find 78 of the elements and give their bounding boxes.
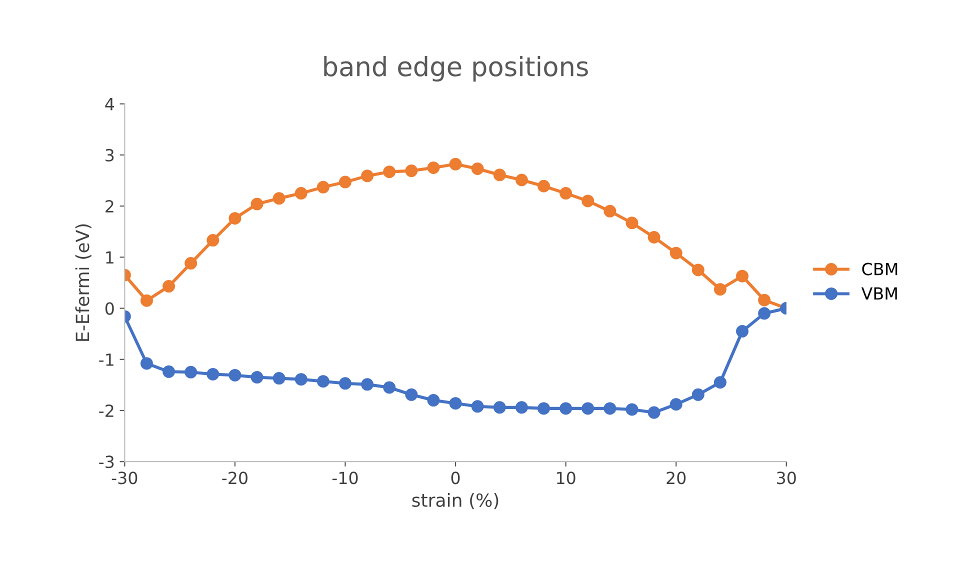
point bbox=[140, 294, 153, 307]
point bbox=[383, 166, 396, 178]
point bbox=[338, 176, 352, 188]
y-tick-label: -3 bbox=[99, 456, 114, 468]
x-tick-label: 20 bbox=[666, 472, 686, 484]
point bbox=[449, 397, 462, 410]
point bbox=[692, 264, 704, 276]
point bbox=[582, 402, 594, 415]
point bbox=[427, 394, 440, 407]
point bbox=[692, 388, 704, 401]
point bbox=[493, 168, 506, 182]
point bbox=[670, 246, 682, 260]
y-tick-label: 3 bbox=[106, 148, 114, 162]
point bbox=[714, 283, 726, 296]
y-tick-label: -2 bbox=[99, 404, 114, 417]
point bbox=[338, 377, 352, 390]
point bbox=[294, 187, 308, 200]
point bbox=[604, 204, 616, 218]
point bbox=[714, 376, 726, 389]
point bbox=[361, 378, 374, 391]
point bbox=[493, 401, 506, 414]
y-tick-label: 4 bbox=[105, 98, 114, 110]
point bbox=[316, 180, 330, 194]
x-tick-label: 10 bbox=[557, 472, 576, 484]
point bbox=[272, 192, 286, 205]
point bbox=[471, 400, 484, 413]
point bbox=[228, 368, 242, 382]
point bbox=[405, 164, 418, 178]
point bbox=[626, 403, 638, 416]
point bbox=[206, 368, 220, 380]
point bbox=[228, 212, 242, 225]
point bbox=[648, 406, 660, 419]
point bbox=[294, 373, 308, 386]
point bbox=[272, 372, 286, 385]
point bbox=[582, 194, 594, 208]
point bbox=[405, 388, 418, 401]
point bbox=[538, 402, 550, 415]
point bbox=[604, 402, 616, 415]
point bbox=[736, 270, 749, 282]
y-tick-label: 2 bbox=[106, 200, 114, 212]
point bbox=[427, 161, 440, 174]
point bbox=[361, 170, 374, 182]
point bbox=[206, 234, 220, 247]
point bbox=[162, 365, 176, 378]
x-tick-label: -30 bbox=[112, 472, 138, 484]
point bbox=[670, 398, 682, 411]
point bbox=[383, 381, 396, 394]
y-tick-label: 1 bbox=[106, 251, 114, 264]
point bbox=[250, 198, 264, 210]
point bbox=[162, 280, 176, 293]
point bbox=[184, 366, 198, 378]
point bbox=[648, 230, 660, 244]
y-axis-title: E-Efermi (eV) bbox=[75, 224, 92, 341]
point bbox=[184, 257, 198, 270]
point bbox=[250, 371, 264, 384]
x-tick-label: -10 bbox=[332, 472, 358, 484]
y-tick-label: -1 bbox=[99, 354, 114, 366]
x-tick-label: 30 bbox=[777, 472, 796, 484]
point bbox=[626, 216, 638, 230]
x-axis-title: strain (%) bbox=[412, 493, 498, 510]
chart-title: band edge positions bbox=[324, 56, 588, 82]
point bbox=[515, 174, 528, 186]
point bbox=[316, 375, 330, 388]
point bbox=[449, 158, 462, 170]
point bbox=[140, 357, 153, 370]
point bbox=[515, 401, 528, 414]
point bbox=[758, 294, 771, 306]
legend-label: CBM bbox=[862, 262, 898, 276]
point bbox=[560, 402, 572, 415]
x-tick-label: -20 bbox=[222, 472, 248, 484]
point bbox=[758, 307, 771, 320]
legend-label: VBM bbox=[861, 287, 897, 300]
point bbox=[560, 187, 572, 200]
point bbox=[538, 180, 550, 192]
x-tick-label: 0 bbox=[451, 472, 460, 484]
y-tick-label: 0 bbox=[105, 302, 114, 315]
point bbox=[471, 162, 484, 176]
point bbox=[736, 325, 749, 338]
